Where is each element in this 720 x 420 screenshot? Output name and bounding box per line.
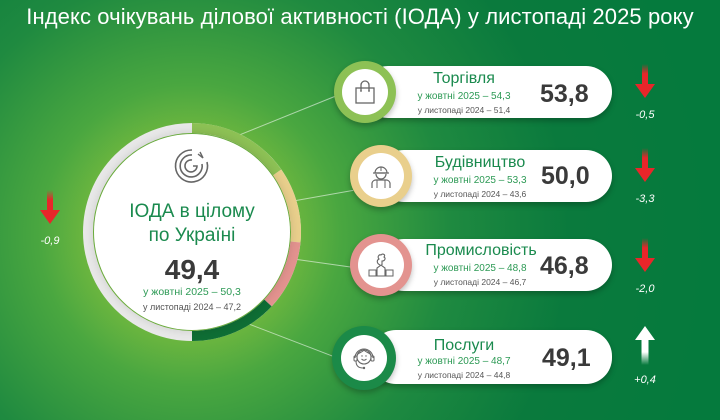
sector-value-construction: 50,0 — [541, 162, 590, 190]
factory-icon — [368, 253, 394, 277]
sector-october-industry: у жовтні 2025 – 48,8 — [433, 263, 527, 274]
overall-delta: -0,9 — [30, 190, 70, 247]
sector-october-construction: у жовтні 2025 – 53,3 — [433, 175, 527, 186]
overall-ring-chart — [83, 123, 301, 341]
sector-october-trade: у жовтні 2025 – 54,3 — [417, 91, 511, 102]
overall-october: у жовтні 2025 – 50,3 — [143, 286, 241, 298]
sector-card-industry — [378, 239, 612, 291]
sector-delta-construction: -3,3 — [625, 148, 665, 205]
connector-construction — [296, 189, 354, 201]
overall-value: 49,4 — [164, 254, 220, 285]
shopping-bag-icon — [355, 80, 375, 104]
sector-delta-value-trade: -0,5 — [635, 109, 655, 121]
sector-card-trade — [362, 66, 612, 118]
sector-october-services: у жовтні 2025 – 48,7 — [417, 356, 511, 367]
sector-badge-industry — [350, 234, 412, 296]
arrow-down-icon — [40, 190, 60, 224]
sector-badge-construction — [350, 145, 412, 207]
sector-value-industry: 46,8 — [540, 252, 589, 280]
overall-november-2024: у листопаді 2024 – 47,2 — [143, 302, 241, 312]
sector-name-construction: Будівництво — [434, 154, 526, 171]
sector-delta-trade: -0,5 — [625, 64, 665, 121]
sector-card-construction — [378, 150, 612, 202]
overall-label-line2: по Україні — [148, 225, 236, 246]
ioda-logo-icon — [174, 149, 209, 183]
sector-november-2024-trade: у листопаді 2024 – 51,4 — [417, 105, 511, 115]
overall-label-line1: ІОДА в цілому — [129, 201, 255, 222]
sector-delta-value-construction: -3,3 — [635, 193, 655, 205]
sector-name-services: Послуги — [433, 337, 495, 354]
sector-value-trade: 53,8 — [540, 80, 589, 108]
headset-operator-icon — [353, 348, 375, 370]
arrow-down-icon — [635, 238, 655, 272]
sector-november-2024-services: у листопаді 2024 – 44,8 — [417, 370, 511, 380]
sector-name-trade: Торгівля — [433, 70, 495, 87]
arrow-down-icon — [635, 64, 655, 98]
sector-november-2024-industry: у листопаді 2024 – 46,7 — [433, 277, 527, 287]
sector-name-industry: Промисловість — [425, 242, 537, 259]
sector-delta-industry: -2,0 — [625, 238, 665, 295]
sector-badge-services — [332, 326, 396, 390]
sector-delta-services: +0,4 — [625, 325, 665, 386]
sector-card-services — [370, 330, 612, 384]
sector-value-services: 49,1 — [542, 344, 591, 372]
overall-index-circle: ІОДА в цілому по Україні 49,4 у жовтні 2… — [94, 134, 290, 330]
sector-delta-value-industry: -2,0 — [635, 283, 655, 295]
overall-delta-value: -0,9 — [40, 235, 60, 247]
construction-worker-icon — [371, 166, 391, 188]
page-title: Індекс очікувань ділової активності (ІОД… — [26, 4, 694, 29]
arrow-up-icon — [635, 326, 655, 365]
sector-delta-value-services: +0,4 — [634, 374, 656, 386]
arrow-down-icon — [635, 148, 655, 182]
sector-november-2024-construction: у листопаді 2024 – 43,6 — [433, 189, 527, 199]
sector-badge-trade — [334, 61, 396, 123]
overall-label: ІОДА в цілому по Україні — [94, 200, 290, 248]
